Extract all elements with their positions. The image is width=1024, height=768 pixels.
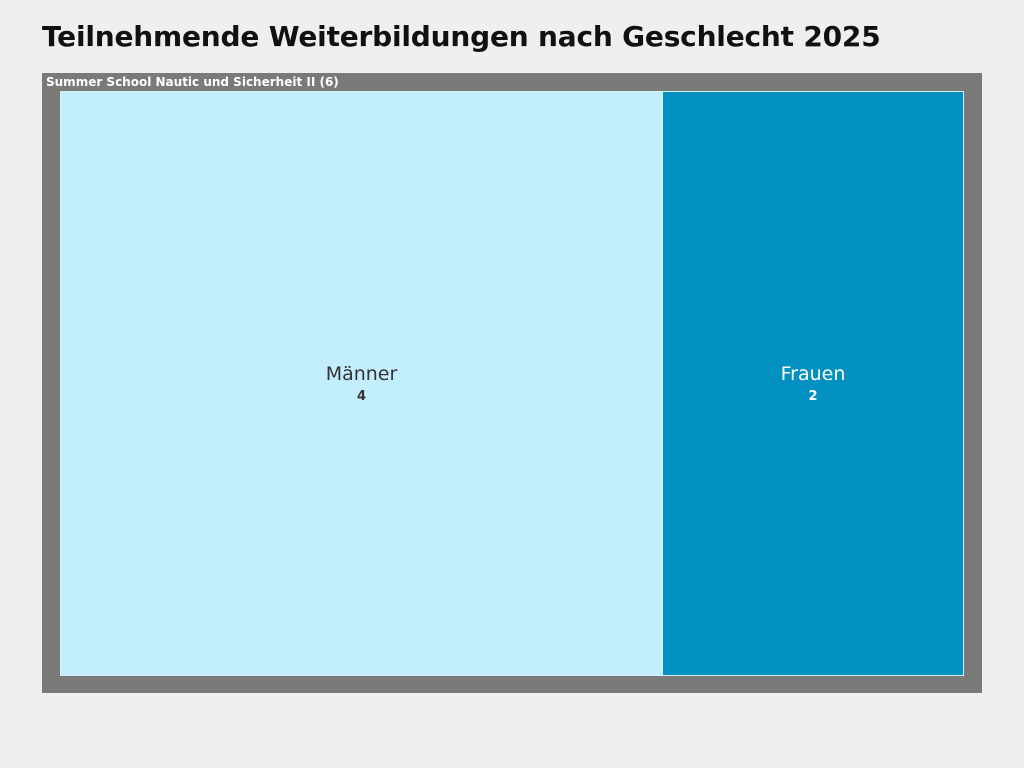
tile-frauen[interactable]: Frauen 2 <box>662 91 964 676</box>
tile-value: 4 <box>356 389 367 404</box>
tile-value: 2 <box>808 389 818 404</box>
group-label: Summer School Nautic und Sicherheit II (… <box>46 75 339 89</box>
tile-label: Männer <box>325 363 398 385</box>
treemap-group: Summer School Nautic und Sicherheit II (… <box>42 73 982 693</box>
tile-label: Frauen <box>780 363 846 385</box>
chart-title: Teilnehmende Weiterbildungen nach Geschl… <box>42 20 881 53</box>
tile-maenner[interactable]: Männer 4 <box>60 91 663 676</box>
